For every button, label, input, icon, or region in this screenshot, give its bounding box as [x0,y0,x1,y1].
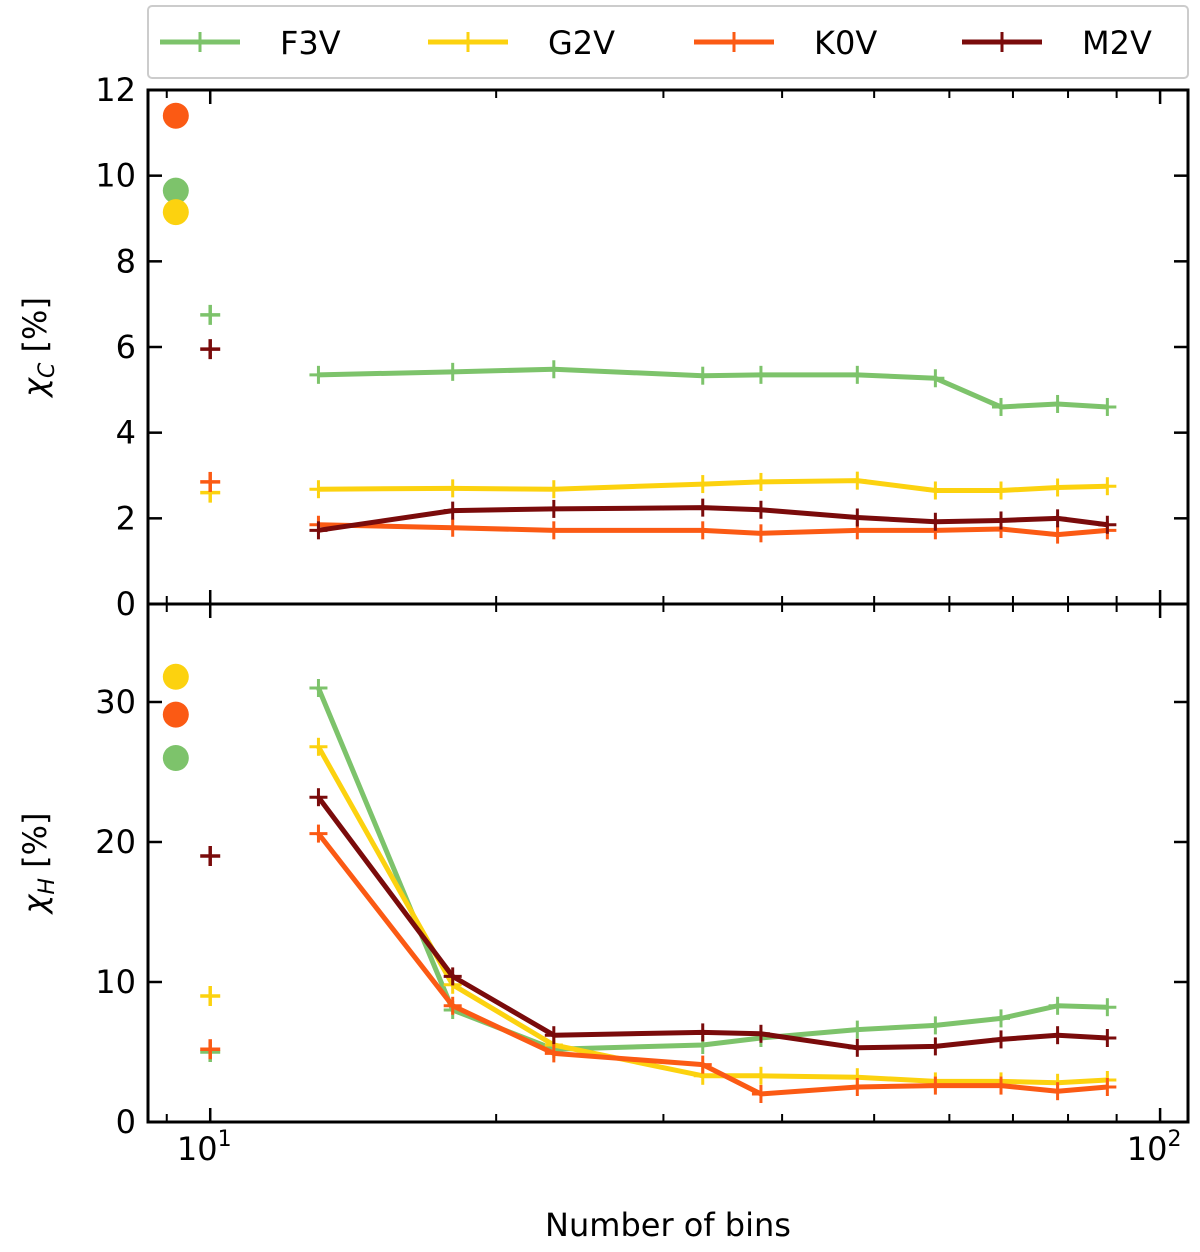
y-tick-label: 20 [95,823,136,861]
series-line [318,522,1108,538]
series-line [316,687,1108,1052]
circle-point [162,177,189,204]
circle-point [162,663,189,690]
panel-top: 0 2 4 6 8 10 12 χC [%] [16,71,1190,623]
legend-entry-m2v: M2V [962,24,1152,62]
legend: F3V G2V K0V M2V [147,5,1189,79]
legend-frame [147,5,1189,79]
legend-entry-k0v: K0V [694,24,877,62]
x-tick-label: 102 [1127,1127,1182,1168]
series-line [318,366,1108,410]
series-line [318,505,1108,533]
y-tick-label: 0 [116,1103,136,1141]
y-tick-label: 30 [95,683,136,721]
y-tick-label: 0 [116,585,136,623]
y-tick-label: 6 [116,328,136,366]
legend-entry-f3v: F3V [160,24,341,62]
legend-label: M2V [1082,24,1152,62]
y-tick-label: 10 [95,157,136,195]
legend-label: F3V [280,24,341,62]
legend-label: K0V [814,24,877,62]
series-m2v-top [200,339,1117,540]
x-tick-label: 101 [177,1127,232,1168]
series-g2v-bottom [162,663,1117,1092]
y-tick-label: 12 [95,71,136,109]
panel-frame [146,88,1190,606]
y-axis-label: χC [%] [16,297,60,399]
y-tick-label: 2 [116,499,136,537]
y-tick-label: 10 [95,963,136,1001]
circle-point [162,701,189,728]
legend-entry-g2v: G2V [428,24,615,62]
series-f3v-top [162,177,1117,416]
series-line [316,832,1108,1097]
circle-point [162,199,189,226]
y-tick-label: 8 [116,242,136,280]
series-m2v-bottom [200,788,1117,1057]
legend-label: G2V [548,24,615,62]
y-axis-label: χH [%] [16,812,60,915]
series-k0v-top [162,102,1117,544]
series-k0v-bottom [162,701,1117,1103]
series-f3v-bottom [162,679,1117,1062]
series-line [316,745,1108,1086]
y-tick-label: 4 [116,414,136,452]
circle-point [162,745,189,771]
circle-point [162,102,189,129]
panel-frame [146,602,1190,1124]
series-line [316,795,1108,1051]
series-line [318,478,1108,493]
panel-bottom: 0 10 20 30 χH [%] [16,602,1190,1141]
x-axis-label: Number of bins [545,1206,791,1244]
series-g2v-top [162,199,1117,503]
